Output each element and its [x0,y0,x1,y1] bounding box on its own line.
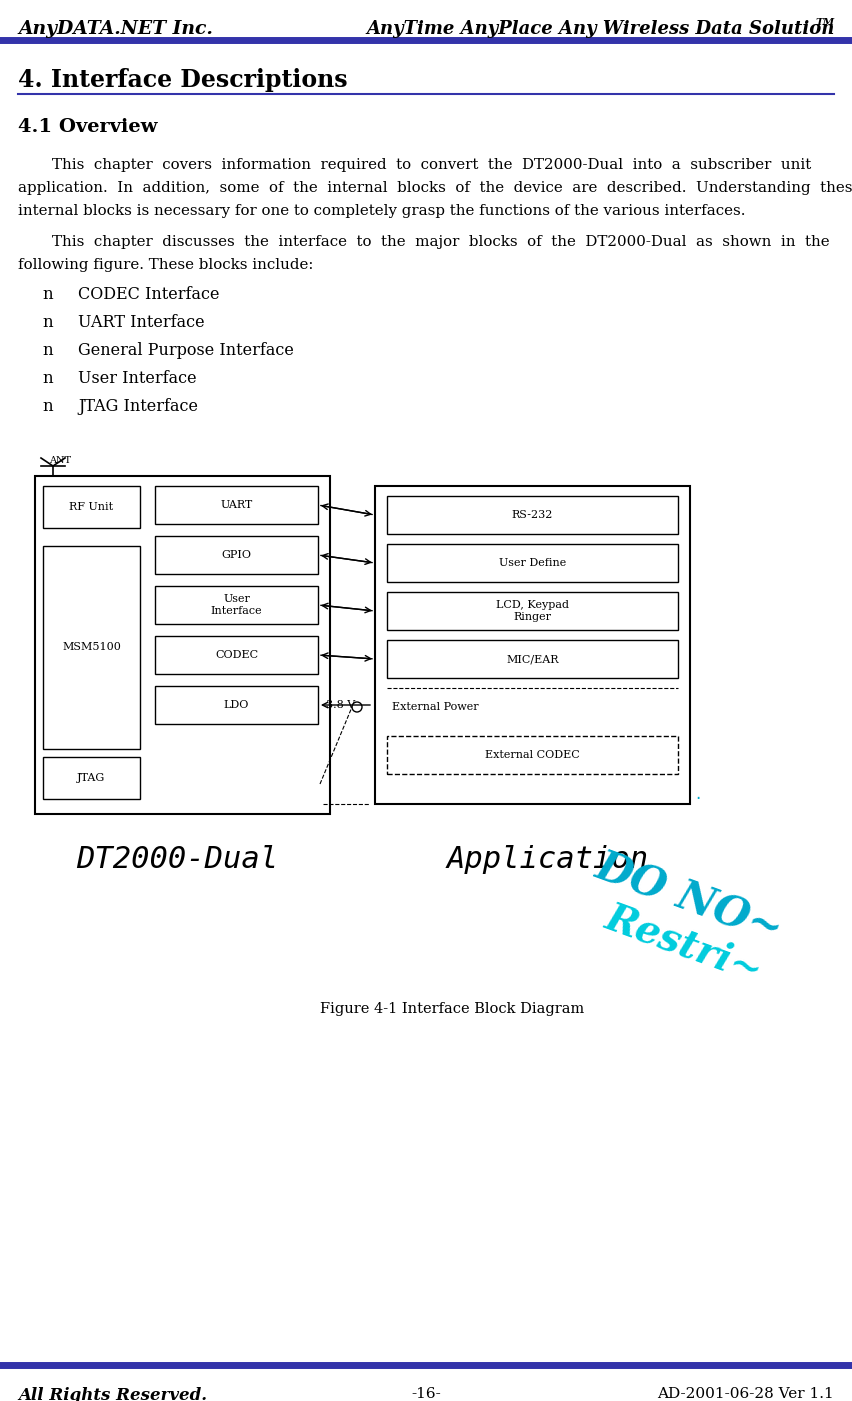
Text: ANT: ANT [49,455,71,465]
Text: n: n [42,286,53,303]
Bar [155,486,318,524]
Text: AD-2001-06-28 Ver 1.1: AD-2001-06-28 Ver 1.1 [657,1387,834,1401]
Text: User
Interface: User Interface [210,594,262,616]
Text: Figure 4-1 Interface Block Diagram: Figure 4-1 Interface Block Diagram [320,1002,584,1016]
Text: CODEC: CODEC [215,650,258,660]
Bar [387,736,678,773]
Text: n: n [42,398,53,415]
Bar [35,476,330,814]
Text: 4. Interface Descriptions: 4. Interface Descriptions [18,69,348,92]
Text: n: n [42,342,53,359]
Bar [387,544,678,581]
Text: UART: UART [221,500,253,510]
Text: This  chapter  covers  information  required  to  convert  the  DT2000-Dual  int: This chapter covers information required… [52,158,811,172]
Text: following figure. These blocks include:: following figure. These blocks include: [18,258,314,272]
Text: Restri~: Restri~ [600,898,768,991]
Bar [155,586,318,623]
Text: DT2000-Dual: DT2000-Dual [77,845,279,873]
Bar [155,686,318,724]
Text: User Define: User Define [499,558,566,567]
Text: DO NO~: DO NO~ [590,846,789,953]
Bar [43,546,140,750]
Text: External Power: External Power [392,702,479,712]
Text: All Rights Reserved.: All Rights Reserved. [18,1387,207,1401]
Text: AnyTime AnyPlace Any Wireless Data Solution: AnyTime AnyPlace Any Wireless Data Solut… [366,20,835,38]
Text: AnyDATA.NET Inc.: AnyDATA.NET Inc. [18,20,213,38]
Text: Application: Application [446,845,648,873]
Text: application.  In  addition,  some  of  the  internal  blocks  of  the  device  a: application. In addition, some of the in… [18,181,852,195]
Bar [387,640,678,678]
Text: 4.1 Overview: 4.1 Overview [18,118,158,136]
Text: User Interface: User Interface [78,370,197,387]
Text: MSM5100: MSM5100 [62,643,121,653]
Bar [155,636,318,674]
Text: RS-232: RS-232 [512,510,553,520]
Text: JTAG: JTAG [78,773,106,783]
Bar [155,537,318,574]
Bar [387,593,678,630]
Text: n: n [42,370,53,387]
Text: UART Interface: UART Interface [78,314,204,331]
Text: -16-: -16- [412,1387,440,1401]
Bar [43,757,140,799]
Bar [375,486,690,804]
Text: JTAG Interface: JTAG Interface [78,398,198,415]
Bar [387,496,678,534]
Text: This  chapter  discusses  the  interface  to  the  major  blocks  of  the  DT200: This chapter discusses the interface to … [52,235,830,249]
Text: LDO: LDO [224,700,249,710]
Text: GPIO: GPIO [222,551,251,560]
Bar [43,486,140,528]
Text: .: . [695,785,700,803]
Text: 3.8 V: 3.8 V [326,700,355,710]
Text: RF Unit: RF Unit [69,502,113,511]
Text: n: n [42,314,53,331]
Text: internal blocks is necessary for one to completely grasp the functions of the va: internal blocks is necessary for one to … [18,205,746,219]
Text: LCD, Keypad
Ringer: LCD, Keypad Ringer [496,600,569,622]
Text: CODEC Interface: CODEC Interface [78,286,220,303]
Text: General Purpose Interface: General Purpose Interface [78,342,294,359]
Text: TM: TM [815,18,835,27]
Text: External CODEC: External CODEC [485,750,580,759]
Text: MIC/EAR: MIC/EAR [506,654,559,664]
